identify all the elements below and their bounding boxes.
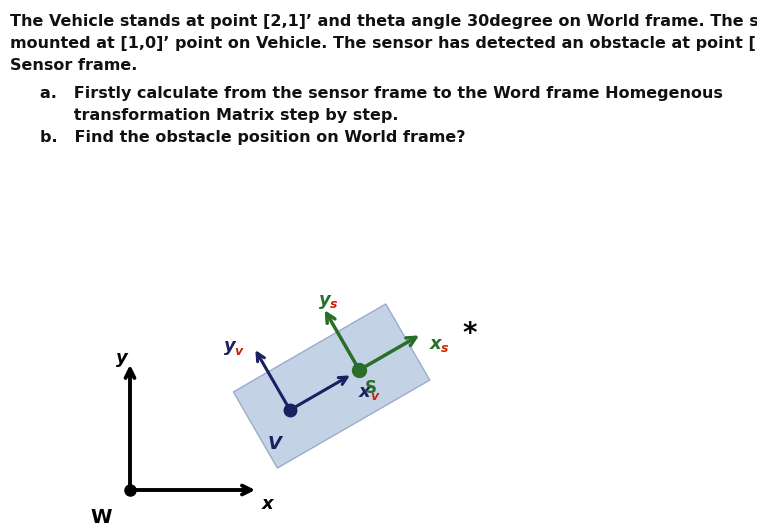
Text: b.   Find the obstacle position on World frame?: b. Find the obstacle position on World f… bbox=[40, 130, 466, 145]
Text: v: v bbox=[369, 390, 378, 403]
Text: transformation Matrix step by step.: transformation Matrix step by step. bbox=[40, 108, 398, 123]
Text: a.   Firstly calculate from the sensor frame to the Word frame Homegenous: a. Firstly calculate from the sensor fra… bbox=[40, 86, 723, 101]
Text: V: V bbox=[268, 435, 282, 453]
Text: mounted at [1,0]’ point on Vehicle. The sensor has detected an obstacle at point: mounted at [1,0]’ point on Vehicle. The … bbox=[10, 36, 757, 51]
Polygon shape bbox=[233, 304, 430, 468]
Text: The Vehicle stands at point [2,1]’ and theta angle 30degree on World frame. The : The Vehicle stands at point [2,1]’ and t… bbox=[10, 14, 757, 29]
Text: W: W bbox=[91, 508, 112, 527]
Text: y: y bbox=[319, 290, 331, 308]
Text: x: x bbox=[262, 496, 273, 514]
Text: Sensor frame.: Sensor frame. bbox=[10, 58, 137, 73]
Text: s: s bbox=[441, 342, 448, 355]
Text: *: * bbox=[463, 320, 477, 348]
Text: S: S bbox=[365, 378, 377, 396]
Text: y: y bbox=[223, 337, 235, 355]
Text: v: v bbox=[235, 344, 243, 358]
Text: y: y bbox=[116, 349, 127, 367]
Text: s: s bbox=[330, 298, 338, 311]
Text: x: x bbox=[359, 383, 370, 401]
Text: x: x bbox=[430, 334, 441, 352]
